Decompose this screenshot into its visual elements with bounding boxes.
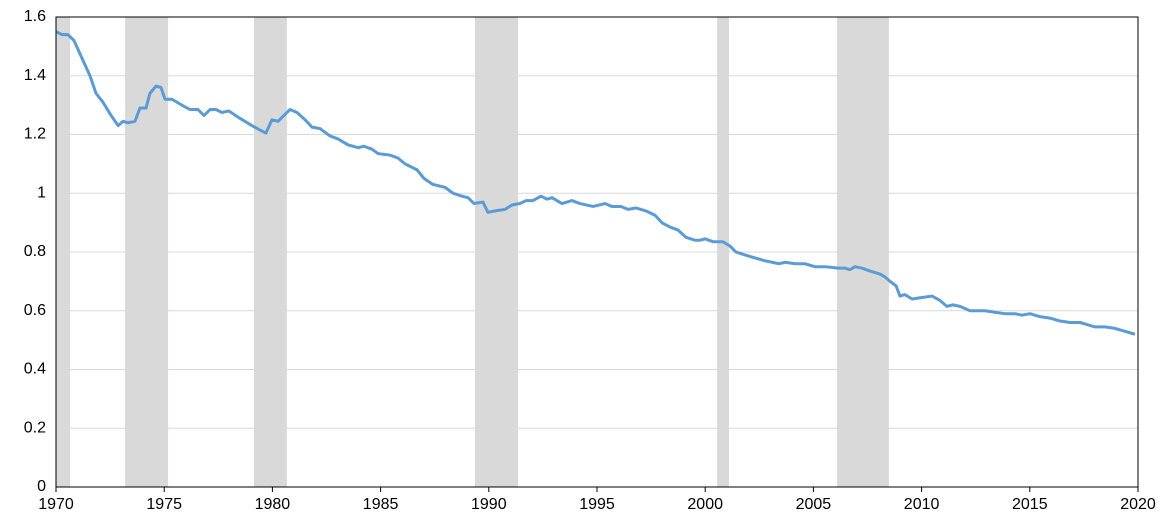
y-tick-label: 0.8 [24, 243, 46, 260]
x-tick-label: 1995 [579, 496, 615, 513]
y-tick-label: 0.6 [24, 302, 46, 319]
y-tick-label: 1.2 [24, 126, 46, 143]
x-tick-label: 1975 [146, 496, 182, 513]
x-tick-label: 1985 [363, 496, 399, 513]
x-tick-label: 2015 [1012, 496, 1048, 513]
y-tick-label: 1.6 [24, 8, 46, 25]
x-tick-label: 1990 [471, 496, 507, 513]
y-tick-label: 0 [37, 478, 46, 495]
y-tick-label: 1 [37, 184, 46, 201]
x-tick-label: 2010 [904, 496, 940, 513]
x-tick-label: 1980 [255, 496, 291, 513]
plot-border [55, 16, 1139, 488]
y-tick-label: 0.2 [24, 419, 46, 436]
y-tick-label: 1.4 [24, 67, 46, 84]
y-tick-label: 0.4 [24, 361, 46, 378]
x-tick-label: 2020 [1120, 496, 1156, 513]
x-tick-label: 2000 [687, 496, 723, 513]
x-tick-label: 2005 [796, 496, 832, 513]
x-tick-label: 1970 [38, 496, 74, 513]
data-line [55, 30, 1136, 336]
